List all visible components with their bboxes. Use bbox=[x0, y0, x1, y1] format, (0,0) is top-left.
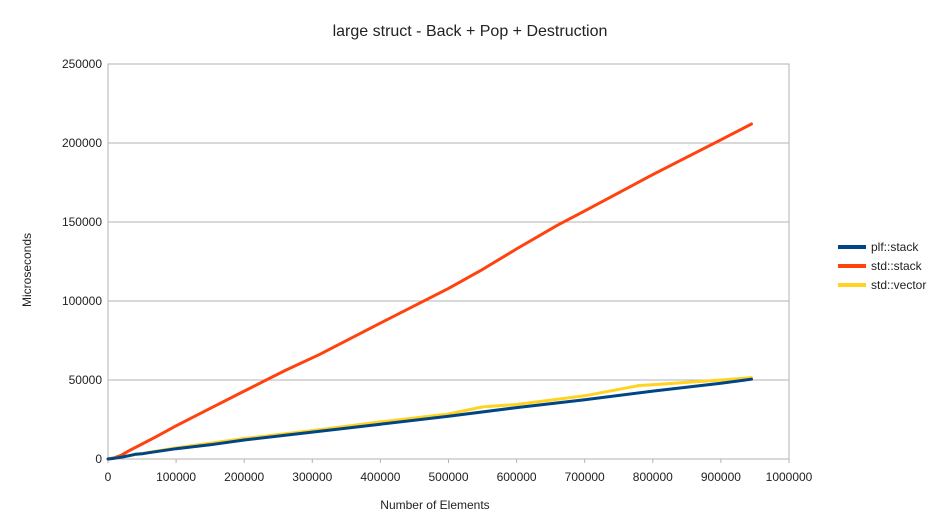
x-axis-label: Number of Elements bbox=[380, 498, 489, 512]
y-tick-label: 50000 bbox=[69, 373, 103, 387]
series-lines bbox=[106, 122, 753, 461]
x-tick-label: 1000000 bbox=[766, 470, 813, 484]
y-tick-label: 0 bbox=[95, 452, 102, 466]
y-tick-label: 250000 bbox=[62, 57, 102, 71]
legend-label: std::stack bbox=[871, 259, 923, 273]
x-tick-label: 200000 bbox=[224, 470, 264, 484]
y-axis-label: Microseconds bbox=[20, 233, 34, 307]
series-line-1 bbox=[106, 377, 753, 461]
x-tick-label: 0 bbox=[105, 470, 112, 484]
gridlines bbox=[108, 142, 789, 381]
x-tick-label: 400000 bbox=[360, 470, 400, 484]
x-tick-label: 500000 bbox=[428, 470, 468, 484]
y-tick-label: 150000 bbox=[62, 215, 102, 229]
plot-area bbox=[107, 63, 790, 460]
legend-label: std::vector bbox=[871, 278, 926, 292]
y-tick-labels: 0 50000 100000 150000 200000 250000 bbox=[62, 57, 102, 466]
x-tick-label: 300000 bbox=[292, 470, 332, 484]
x-tick-label: 100000 bbox=[156, 470, 196, 484]
y-tick-label: 100000 bbox=[62, 294, 102, 308]
x-tick-labels: 0 100000 200000 300000 400000 500000 600000 700… bbox=[105, 459, 813, 484]
x-tick-label: 700000 bbox=[565, 470, 605, 484]
chart-title: large struct - Back + Pop + Destruction bbox=[333, 23, 608, 40]
x-tick-label: 800000 bbox=[633, 470, 673, 484]
legend-label: plf::stack bbox=[871, 240, 919, 254]
series-line-2 bbox=[106, 122, 753, 461]
y-tick-label: 200000 bbox=[62, 136, 102, 150]
x-tick-label: 900000 bbox=[701, 470, 741, 484]
x-tick-label: 600000 bbox=[497, 470, 537, 484]
